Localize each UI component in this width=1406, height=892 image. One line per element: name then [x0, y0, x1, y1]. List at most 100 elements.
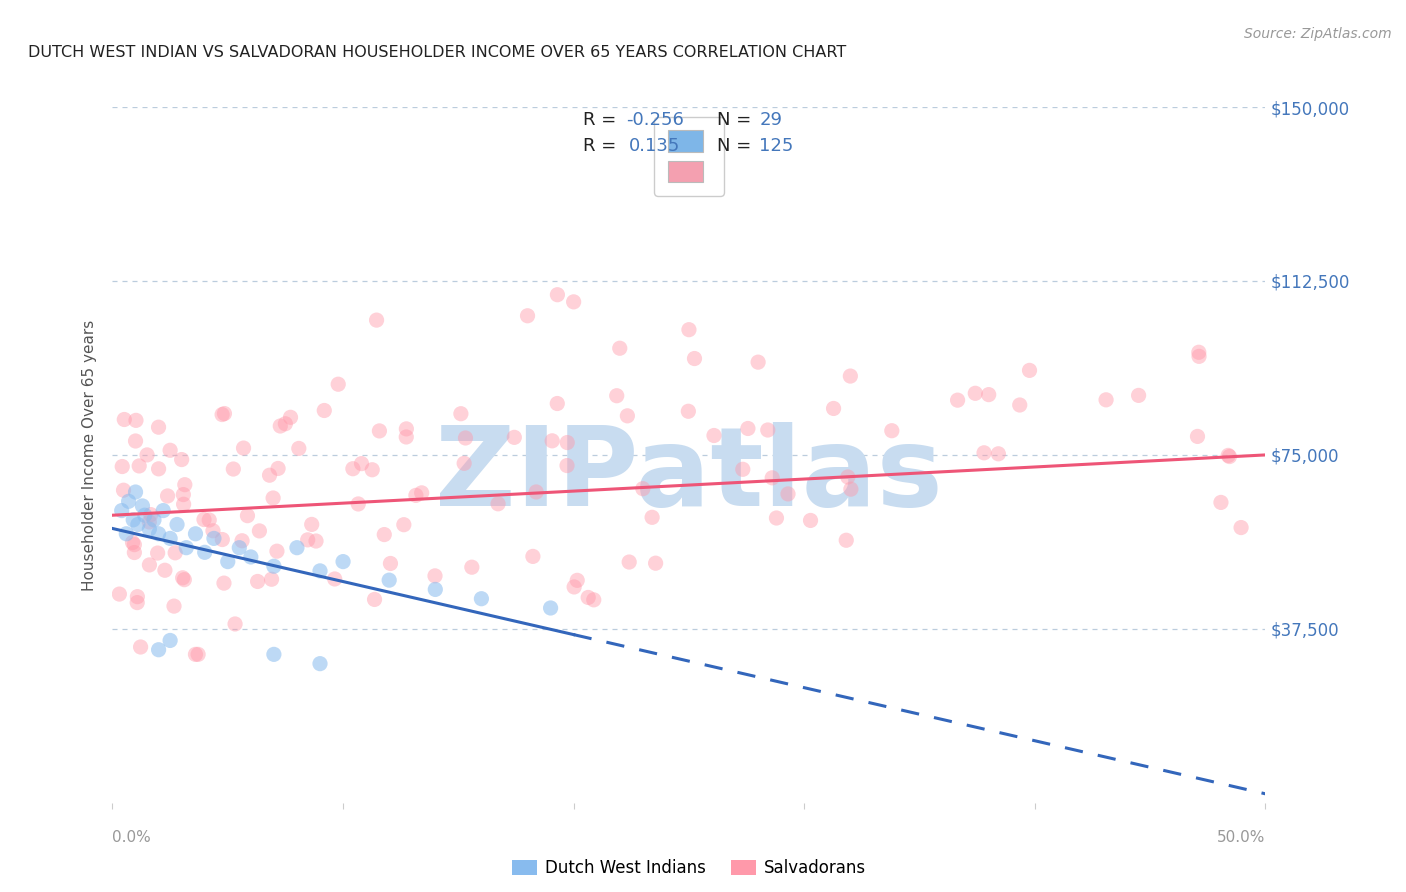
Point [1209, 495, 1232, 509]
Point [148, 420, 170, 434]
Point [546, 396, 568, 410]
Point [124, 545, 146, 559]
Point [678, 404, 700, 418]
Point [616, 409, 638, 423]
Point [301, 517, 323, 532]
Point [263, 559, 285, 574]
Point [260, 572, 283, 586]
Point [1230, 520, 1253, 534]
Point [1188, 345, 1211, 359]
Point [609, 341, 631, 355]
Point [224, 617, 246, 632]
Point [232, 441, 254, 455]
Point [274, 417, 297, 431]
Point [115, 526, 138, 541]
Point [138, 515, 160, 529]
Point [122, 513, 145, 527]
Point [347, 497, 370, 511]
Point [174, 541, 197, 555]
Point [761, 471, 783, 485]
Point [194, 545, 217, 559]
Point [946, 393, 969, 408]
Point [835, 533, 858, 548]
Text: 29: 29 [759, 112, 782, 129]
Point [127, 517, 149, 532]
Point [546, 287, 568, 301]
Point [228, 541, 250, 555]
Point [170, 452, 193, 467]
Legend: , : , [654, 117, 724, 196]
Point [163, 599, 186, 614]
Legend: Dutch West Indians, Salvadorans: Dutch West Indians, Salvadorans [505, 853, 873, 884]
Point [524, 485, 547, 500]
Point [965, 386, 987, 401]
Point [641, 510, 664, 524]
Point [392, 517, 415, 532]
Point [1095, 392, 1118, 407]
Point [562, 294, 585, 309]
Text: R =: R = [583, 137, 617, 155]
Point [134, 508, 156, 523]
Point [211, 533, 233, 547]
Point [305, 534, 328, 549]
Point [121, 535, 143, 549]
Text: 125: 125 [759, 137, 793, 155]
Point [143, 513, 166, 527]
Point [138, 558, 160, 572]
Point [139, 508, 162, 522]
Point [288, 442, 311, 456]
Point [350, 457, 373, 471]
Point [202, 532, 225, 546]
Point [880, 424, 903, 438]
Point [111, 459, 134, 474]
Point [631, 482, 654, 496]
Point [236, 508, 259, 523]
Point [368, 424, 391, 438]
Point [217, 555, 239, 569]
Point [108, 587, 131, 601]
Text: N =: N = [717, 137, 751, 155]
Point [148, 642, 170, 657]
Point [737, 421, 759, 435]
Point [1187, 429, 1209, 443]
Point [166, 517, 188, 532]
Point [683, 351, 706, 366]
Point [555, 458, 578, 473]
Point [146, 546, 169, 560]
Point [285, 541, 308, 555]
Point [193, 512, 215, 526]
Point [576, 591, 599, 605]
Point [127, 596, 149, 610]
Point [486, 497, 509, 511]
Text: ZIPatlas: ZIPatlas [434, 422, 943, 529]
Point [1008, 398, 1031, 412]
Point [124, 485, 146, 500]
Point [214, 407, 236, 421]
Point [562, 580, 585, 594]
Text: Source: ZipAtlas.com: Source: ZipAtlas.com [1244, 27, 1392, 41]
Point [156, 489, 179, 503]
Point [159, 443, 181, 458]
Point [1218, 450, 1240, 464]
Point [332, 555, 354, 569]
Point [380, 557, 402, 571]
Point [644, 556, 666, 570]
Point [839, 482, 862, 496]
Point [366, 313, 388, 327]
Point [503, 430, 526, 444]
Point [231, 533, 253, 548]
Point [405, 488, 427, 502]
Point [823, 401, 845, 416]
Point [173, 573, 195, 587]
Point [262, 491, 284, 505]
Point [173, 477, 195, 491]
Point [977, 387, 1000, 401]
Point [131, 499, 153, 513]
Point [411, 486, 433, 500]
Point [541, 434, 564, 448]
Point [328, 377, 350, 392]
Point [756, 423, 779, 437]
Point [159, 532, 181, 546]
Point [423, 569, 446, 583]
Point [112, 483, 135, 498]
